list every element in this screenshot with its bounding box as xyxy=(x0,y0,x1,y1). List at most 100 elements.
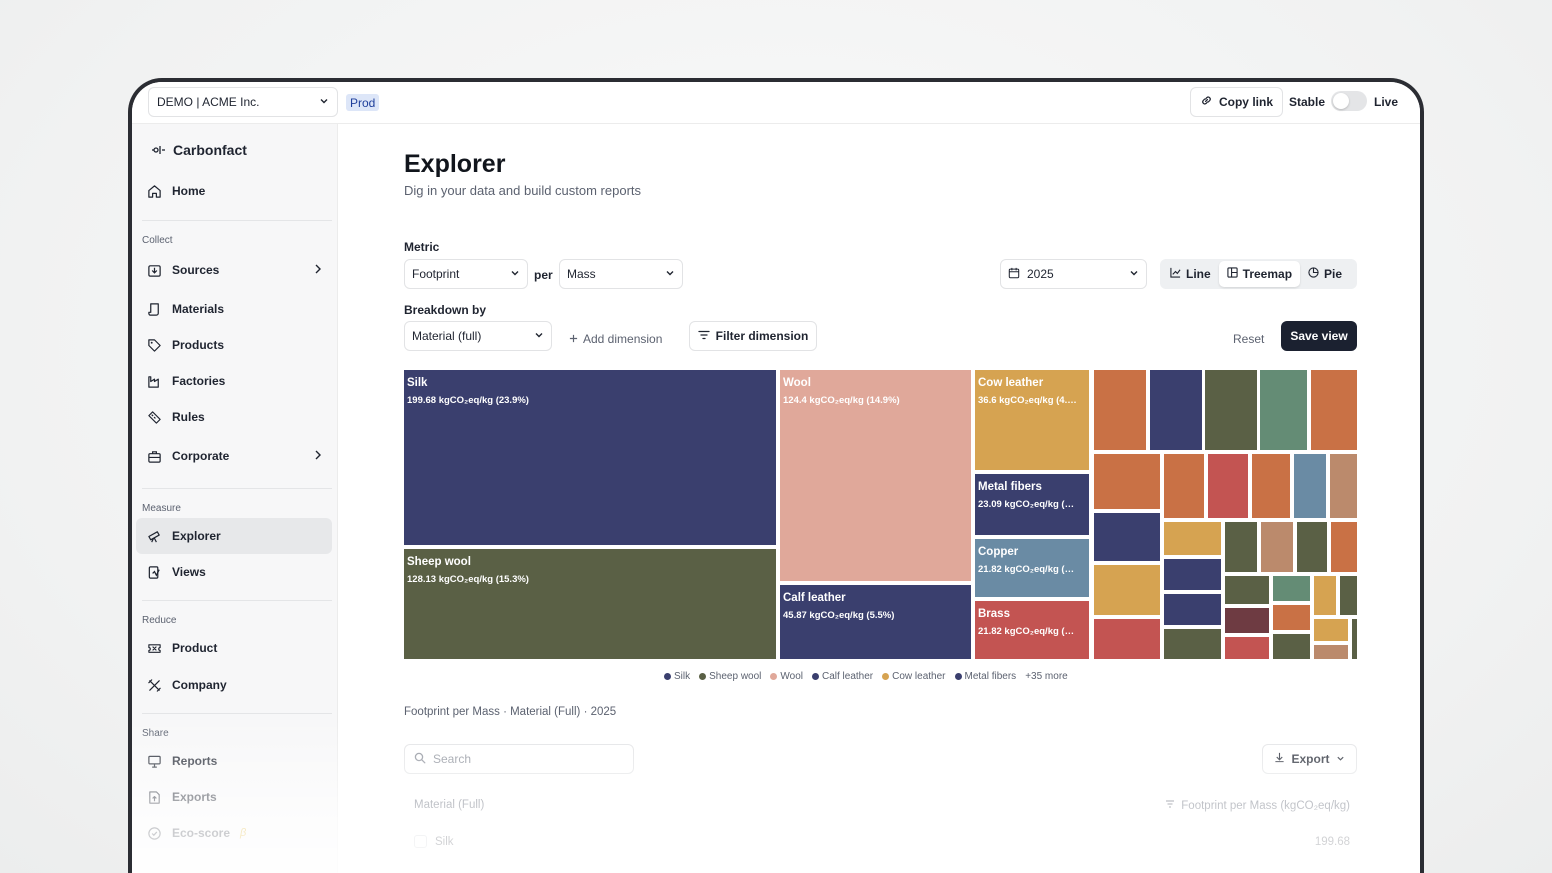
sidebar-divider xyxy=(142,220,332,221)
section-label-reduce: Reduce xyxy=(142,615,177,626)
sidebar-item-corporate[interactable]: Corporate xyxy=(136,438,332,474)
sidebar-item-reduce-company[interactable]: Company xyxy=(136,667,332,703)
treemap-tile[interactable] xyxy=(1094,454,1160,509)
treemap-tile[interactable] xyxy=(1273,634,1310,659)
breakdown-select[interactable]: Material (full) xyxy=(404,321,552,351)
search-input[interactable]: Search xyxy=(404,744,634,774)
treemap-tile[interactable] xyxy=(1294,454,1326,518)
reset-button[interactable]: Reset xyxy=(1233,332,1265,346)
treemap-tile[interactable] xyxy=(1273,605,1310,630)
legend-item[interactable]: Cow leather xyxy=(882,671,946,682)
org-select[interactable]: DEMO | ACME Inc. xyxy=(148,87,338,117)
brand[interactable]: Carbonfact xyxy=(152,142,247,158)
export-button[interactable]: Export xyxy=(1262,744,1357,774)
save-view-button[interactable]: Save view xyxy=(1281,321,1357,351)
legend-item[interactable]: Sheep wool xyxy=(699,671,761,682)
legend-item[interactable]: Silk xyxy=(664,671,690,682)
sidebar-item-home[interactable]: Home xyxy=(136,173,332,209)
treemap-tile[interactable] xyxy=(1164,522,1221,555)
tile-calf-leather[interactable]: Calf leather 45.87 kgCO₂eq/kg (5.5%) xyxy=(780,585,971,659)
sidebar-item-explorer[interactable]: Explorer xyxy=(136,518,332,554)
treemap-tile[interactable] xyxy=(1311,370,1357,450)
table-cell-value: 199.68 xyxy=(1314,836,1350,848)
treemap-tile[interactable] xyxy=(1352,619,1357,659)
sidebar-item-exports[interactable]: Exports xyxy=(136,779,332,815)
tile-metal-fibers[interactable]: Metal fibers 23.09 kgCO₂eq/kg (… xyxy=(975,474,1089,535)
filter-dimension-button[interactable]: Filter dimension xyxy=(689,321,817,351)
sidebar-item-rules[interactable]: Rules xyxy=(136,399,332,435)
stable-live-toggle[interactable] xyxy=(1331,91,1367,111)
add-dimension-button[interactable]: Add dimension xyxy=(569,332,662,346)
per-select[interactable]: Mass xyxy=(559,259,683,289)
treemap-tile[interactable] xyxy=(1164,454,1204,518)
tile-wool[interactable]: Wool 124.4 kgCO₂eq/kg (14.9%) xyxy=(780,370,971,581)
treemap-tile[interactable] xyxy=(1340,576,1357,615)
column-header-material[interactable]: Material (Full) xyxy=(414,799,485,811)
tile-silk[interactable]: Silk 199.68 kgCO₂eq/kg (23.9%) xyxy=(404,370,776,545)
treemap-tile[interactable] xyxy=(1225,637,1269,659)
sidebar-item-label: Eco-score xyxy=(172,826,231,840)
treemap-tile[interactable] xyxy=(1225,522,1257,572)
tile-name: Silk xyxy=(407,377,428,389)
metric-select[interactable]: Footprint xyxy=(404,259,528,289)
sidebar-item-eco-score[interactable]: Eco-score β xyxy=(136,815,332,851)
sidebar-item-label: Explorer xyxy=(172,529,221,543)
pie-chart-icon xyxy=(1308,267,1319,281)
sidebar-item-sources[interactable]: Sources xyxy=(136,252,332,288)
treemap-tile[interactable] xyxy=(1164,559,1221,590)
treemap-tile[interactable] xyxy=(1094,513,1160,561)
treemap-tile[interactable] xyxy=(1314,576,1336,615)
treemap-tile[interactable] xyxy=(1094,565,1160,615)
treemap-tile[interactable] xyxy=(1314,645,1348,659)
tile-cow-leather[interactable]: Cow leather 36.6 kgCO₂eq/kg (4.… xyxy=(975,370,1089,470)
sidebar-item-reduce-product[interactable]: Product xyxy=(136,630,332,666)
treemap-tile[interactable] xyxy=(1314,619,1348,641)
treemap-tile[interactable] xyxy=(1261,522,1293,572)
copy-link-button[interactable]: Copy link xyxy=(1190,87,1283,117)
sidebar-item-label: Views xyxy=(172,565,206,579)
tile-value: 21.82 kgCO₂eq/kg (… xyxy=(978,564,1075,575)
sidebar-item-label: Rules xyxy=(172,410,205,424)
sidebar-item-reports[interactable]: Reports xyxy=(136,743,332,779)
treemap-tile[interactable] xyxy=(1094,370,1146,450)
section-label-collect: Collect xyxy=(142,235,173,246)
treemap-tile[interactable] xyxy=(1205,370,1257,450)
sidebar-item-materials[interactable]: Materials xyxy=(136,291,332,327)
column-header-footprint[interactable]: Footprint per Mass (kgCO₂eq/kg) xyxy=(1165,799,1350,812)
legend-item[interactable]: Metal fibers xyxy=(954,671,1016,682)
legend-item[interactable]: Calf leather xyxy=(812,671,873,682)
row-checkbox[interactable] xyxy=(414,835,427,848)
briefcase-icon xyxy=(146,448,162,464)
tools-icon xyxy=(146,677,162,693)
ruler-icon xyxy=(146,409,162,425)
treemap-tile[interactable] xyxy=(1330,454,1357,518)
tile-copper[interactable]: Copper 21.82 kgCO₂eq/kg (… xyxy=(975,539,1089,597)
tile-brass[interactable]: Brass 21.82 kgCO₂eq/kg (… xyxy=(975,601,1089,659)
treemap-tile[interactable] xyxy=(1260,370,1307,450)
breakdown-label: Breakdown by xyxy=(404,303,487,317)
legend-item[interactable]: Wool xyxy=(770,671,803,682)
chart-type-treemap[interactable]: Treemap xyxy=(1218,261,1301,287)
sidebar-item-factories[interactable]: Factories xyxy=(136,363,332,399)
sidebar-item-views[interactable]: Views xyxy=(136,554,332,590)
tile-value: 45.87 kgCO₂eq/kg (5.5%) xyxy=(783,610,895,621)
chart-type-line[interactable]: Line xyxy=(1162,261,1219,287)
treemap-tile[interactable] xyxy=(1297,522,1327,572)
treemap-tile[interactable] xyxy=(1164,594,1221,625)
treemap-tile[interactable] xyxy=(1331,522,1357,572)
treemap-tile[interactable] xyxy=(1150,370,1202,450)
treemap-tile[interactable] xyxy=(1273,576,1310,601)
chart-type-pie[interactable]: Pie xyxy=(1300,261,1350,287)
sidebar-item-products[interactable]: Products xyxy=(136,327,332,363)
year-select[interactable]: 2025 xyxy=(1000,259,1147,289)
legend-label: Calf leather xyxy=(822,671,874,682)
treemap-tile[interactable] xyxy=(1094,619,1160,659)
treemap-tile[interactable] xyxy=(1225,608,1269,633)
tile-name: Sheep wool xyxy=(407,556,471,568)
treemap-tile[interactable] xyxy=(1208,454,1248,518)
treemap-tile[interactable] xyxy=(1164,629,1221,659)
legend-more[interactable]: +35 more xyxy=(1025,671,1068,682)
treemap-tile[interactable] xyxy=(1252,454,1290,518)
tile-sheep-wool[interactable]: Sheep wool 128.13 kgCO₂eq/kg (15.3%) xyxy=(404,549,776,659)
treemap-tile[interactable] xyxy=(1225,576,1269,604)
